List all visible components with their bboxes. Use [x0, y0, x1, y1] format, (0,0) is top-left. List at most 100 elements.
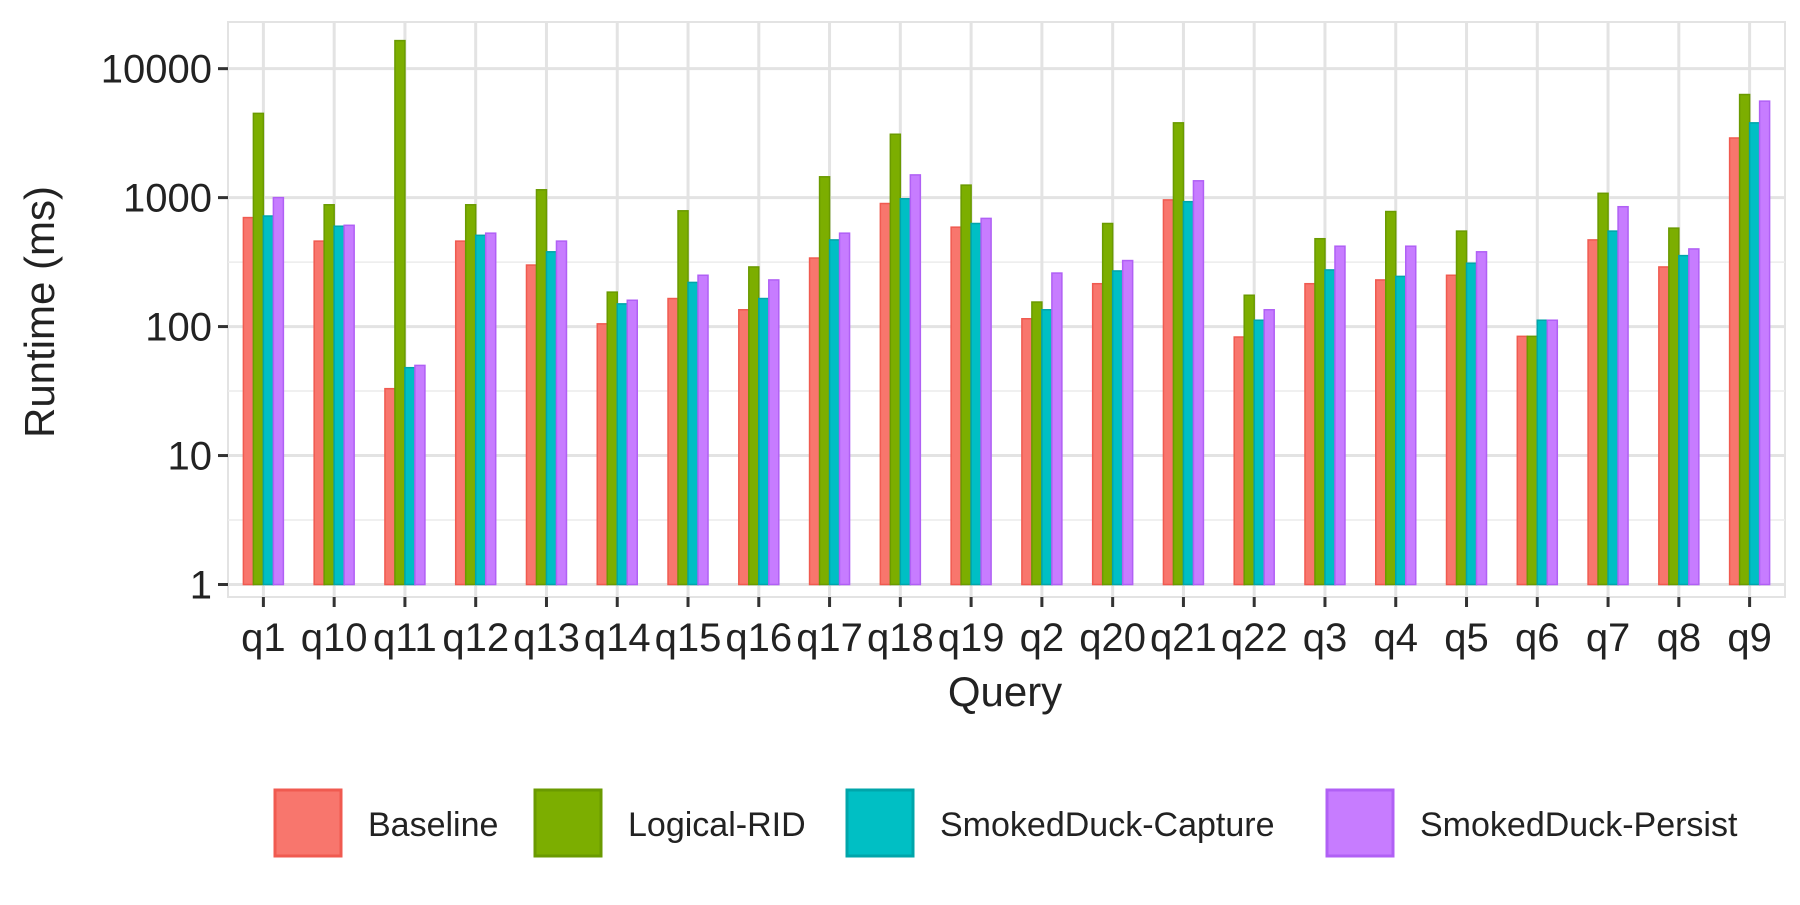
legend-label: Baseline: [368, 806, 498, 844]
plot-panel-border: [227, 21, 1786, 598]
bar-smokedduck-capture-q2: [1041, 309, 1053, 586]
bar-logical-rid-q7: [1597, 192, 1609, 586]
bar-smokedduck-persist-q14: [626, 299, 638, 586]
bar-smokedduck-capture-q1: [262, 215, 275, 586]
bar-baseline-q11: [384, 387, 396, 586]
x-tick-label: q4: [1374, 616, 1419, 660]
bar-baseline-q3: [1304, 282, 1316, 586]
x-tick-label: q8: [1657, 616, 1702, 660]
bar-logical-rid-q9: [1738, 93, 1751, 586]
x-tick-label: q10: [301, 616, 368, 660]
bar-smokedduck-persist-q1: [272, 196, 285, 586]
bar-logical-rid-q3: [1314, 237, 1326, 586]
y-tick-label: 1: [190, 564, 212, 608]
bar-logical-rid-q2: [1031, 301, 1043, 586]
bar-logical-rid-q6: [1526, 335, 1539, 586]
bar-logical-rid-q15: [677, 210, 689, 586]
y-tick-label: 1000: [123, 177, 212, 221]
bar-baseline-q14: [596, 323, 608, 586]
bar-logical-rid-q14: [606, 291, 618, 586]
bar-logical-rid-q10: [323, 204, 335, 586]
x-tick-label: q22: [1221, 616, 1288, 660]
bar-logical-rid-q5: [1455, 230, 1468, 586]
bar-smokedduck-persist-q9: [1758, 100, 1771, 586]
x-tick-label: q17: [796, 616, 863, 660]
bar-baseline-q20: [1091, 282, 1104, 586]
bar-smokedduck-capture-q7: [1607, 230, 1619, 586]
bar-smokedduck-capture-q3: [1324, 269, 1336, 586]
bar-logical-rid-q19: [960, 184, 972, 586]
bar-logical-rid-q20: [1101, 222, 1114, 586]
legend-swatch-smokedduck-capture: [845, 788, 915, 858]
x-tick-label: q2: [1020, 616, 1065, 660]
bar-smokedduck-capture-q6: [1536, 319, 1549, 586]
bar-smokedduck-persist-q7: [1617, 205, 1629, 586]
bar-smokedduck-capture-q15: [687, 281, 699, 586]
bar-smokedduck-capture-q18: [899, 197, 912, 586]
bar-logical-rid-q12: [464, 204, 477, 586]
bar-smokedduck-persist-q20: [1121, 259, 1134, 586]
x-tick-label: q3: [1303, 616, 1348, 660]
legend-swatch-logical-rid: [533, 788, 603, 858]
bar-smokedduck-capture-q19: [970, 222, 982, 586]
bar-logical-rid-q22: [1243, 294, 1255, 586]
x-tick-label: q15: [655, 616, 722, 660]
bar-logical-rid-q4: [1385, 210, 1397, 586]
bar-smokedduck-persist-q21: [1192, 180, 1205, 586]
legend-swatch-baseline: [273, 788, 343, 858]
bar-baseline-q8: [1658, 266, 1670, 586]
x-tick-label: q5: [1444, 616, 1489, 660]
bar-smokedduck-persist-q15: [697, 274, 709, 586]
bar-logical-rid-q1: [252, 112, 265, 586]
bar-smokedduck-persist-q2: [1051, 272, 1063, 586]
bar-smokedduck-capture-q8: [1678, 254, 1690, 586]
bar-baseline-q1: [242, 216, 255, 586]
bar-baseline-q5: [1445, 274, 1458, 586]
bar-logical-rid-q13: [535, 189, 548, 586]
x-axis-title: Query: [948, 668, 1062, 715]
x-tick-label: q19: [938, 616, 1005, 660]
bar-baseline-q12: [454, 240, 467, 586]
bar-smokedduck-persist-q4: [1405, 245, 1417, 586]
x-tick-label: q12: [442, 616, 509, 660]
bar-baseline-q9: [1728, 137, 1741, 586]
bar-smokedduck-capture-q22: [1253, 319, 1265, 586]
bar-baseline-q7: [1587, 239, 1599, 586]
bar-smokedduck-persist-q19: [980, 217, 992, 586]
bar-smokedduck-persist-q3: [1334, 245, 1346, 586]
x-tick-label: q14: [584, 616, 651, 660]
x-tick-label: q18: [867, 616, 934, 660]
bars-group: [242, 39, 1771, 586]
legend-label: SmokedDuck-Capture: [940, 806, 1274, 844]
legend-label: Logical-RID: [628, 806, 806, 844]
bar-baseline-q17: [808, 257, 821, 586]
bar-smokedduck-persist-q18: [909, 174, 922, 586]
bar-smokedduck-capture-q16: [758, 297, 770, 586]
bar-smokedduck-persist-q16: [768, 279, 780, 586]
legend-swatch-smokedduck-persist: [1325, 788, 1395, 858]
x-tick-label: q6: [1515, 616, 1560, 660]
bar-smokedduck-capture-q4: [1395, 275, 1407, 586]
bar-smokedduck-persist-q10: [343, 224, 355, 586]
x-tick-label: q21: [1150, 616, 1217, 660]
bar-baseline-q22: [1233, 336, 1245, 586]
bar-logical-rid-q16: [748, 266, 760, 586]
bar-baseline-q4: [1375, 279, 1387, 586]
bar-smokedduck-capture-q9: [1748, 122, 1761, 586]
bar-smokedduck-persist-q11: [414, 364, 426, 586]
x-tick-label: q1: [241, 616, 286, 660]
y-tick-label: 100: [145, 306, 212, 350]
bar-smokedduck-persist-q22: [1263, 309, 1275, 586]
bar-baseline-q19: [950, 226, 962, 586]
bar-smokedduck-capture-q17: [828, 239, 841, 586]
bar-smokedduck-persist-q8: [1688, 248, 1700, 586]
y-axis-title: Runtime (ms): [16, 186, 63, 438]
bar-smokedduck-persist-q6: [1546, 319, 1559, 586]
bar-smokedduck-capture-q5: [1465, 262, 1478, 586]
legend: Baseline Logical-RID SmokedDuck-Capture Smo…: [273, 788, 1738, 858]
bar-baseline-q18: [879, 202, 892, 586]
bar-logical-rid-q11: [394, 39, 406, 586]
